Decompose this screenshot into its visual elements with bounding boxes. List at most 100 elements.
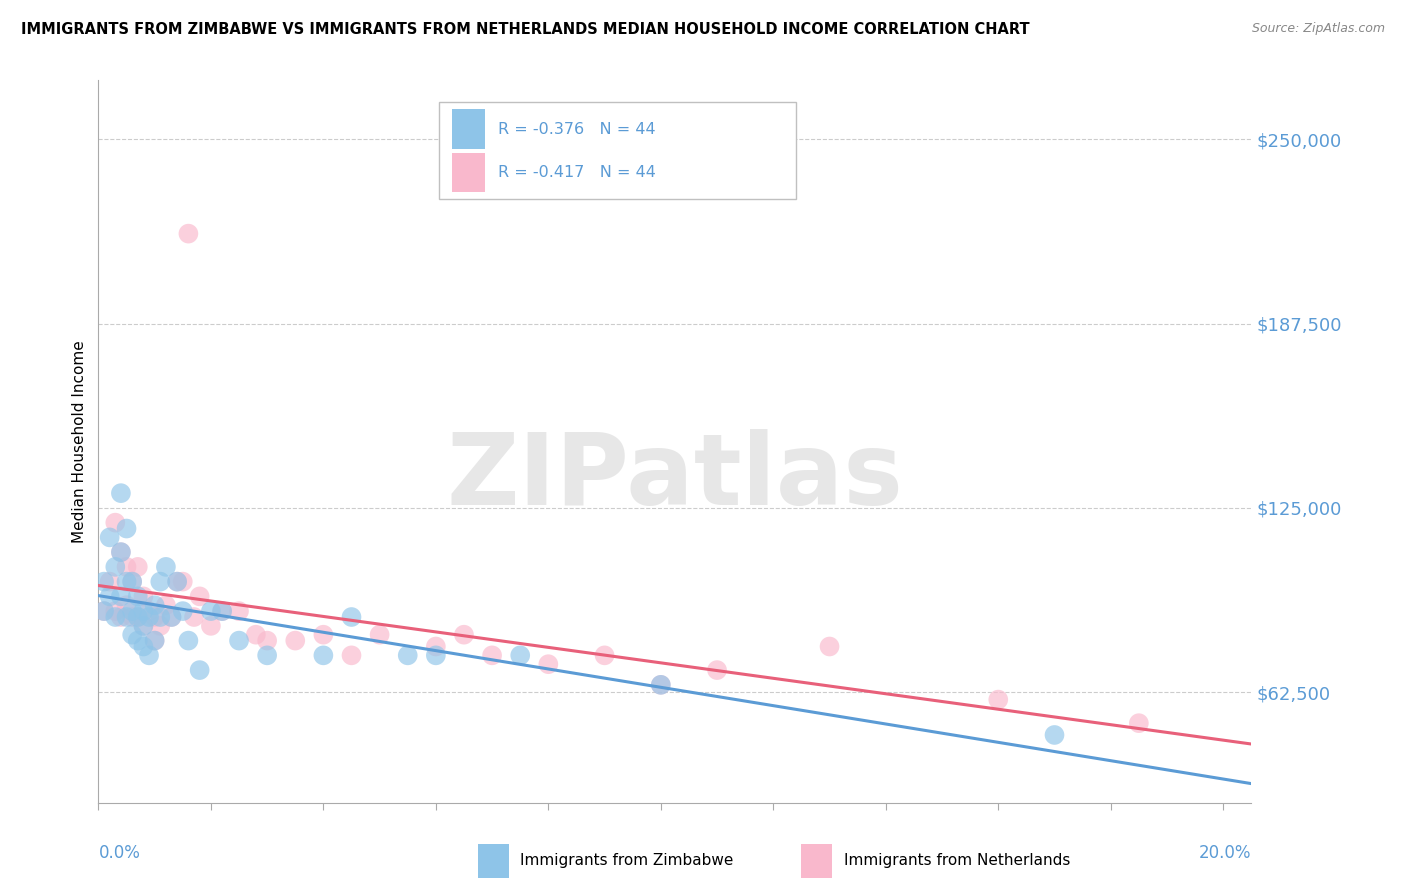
Point — [115, 560, 138, 574]
Point — [143, 598, 166, 612]
Point — [127, 633, 149, 648]
Point — [228, 633, 250, 648]
Point — [200, 619, 222, 633]
Point — [132, 619, 155, 633]
Text: 20.0%: 20.0% — [1199, 844, 1251, 862]
Point — [121, 574, 143, 589]
Point — [1128, 716, 1150, 731]
Point — [98, 530, 121, 544]
Point — [245, 628, 267, 642]
Text: Source: ZipAtlas.com: Source: ZipAtlas.com — [1251, 22, 1385, 36]
Point — [110, 545, 132, 559]
Point — [312, 648, 335, 663]
Point — [115, 574, 138, 589]
Point — [110, 545, 132, 559]
Point — [132, 590, 155, 604]
Point — [593, 648, 616, 663]
Point — [143, 633, 166, 648]
Point — [104, 560, 127, 574]
Point — [93, 604, 115, 618]
Point — [177, 633, 200, 648]
Point — [650, 678, 672, 692]
Text: R = -0.376   N = 44: R = -0.376 N = 44 — [499, 121, 657, 136]
Point — [143, 610, 166, 624]
Point — [509, 648, 531, 663]
Text: ZIPatlas: ZIPatlas — [447, 429, 903, 526]
Point — [132, 604, 155, 618]
Point — [104, 610, 127, 624]
Point — [177, 227, 200, 241]
Point — [115, 598, 138, 612]
Point — [284, 633, 307, 648]
Point — [121, 604, 143, 618]
Point — [340, 610, 363, 624]
Point — [149, 610, 172, 624]
Point — [188, 590, 211, 604]
Point — [453, 628, 475, 642]
Point — [138, 604, 160, 618]
Point — [127, 560, 149, 574]
Text: Immigrants from Netherlands: Immigrants from Netherlands — [844, 854, 1070, 868]
Point — [143, 633, 166, 648]
Point — [172, 604, 194, 618]
Point — [110, 590, 132, 604]
Point — [211, 604, 233, 618]
Point — [256, 633, 278, 648]
Point — [256, 648, 278, 663]
Point — [138, 610, 160, 624]
Point — [537, 657, 560, 672]
Point — [132, 640, 155, 654]
Point — [425, 640, 447, 654]
Point — [706, 663, 728, 677]
Y-axis label: Median Household Income: Median Household Income — [72, 340, 87, 543]
Point — [121, 574, 143, 589]
Point — [121, 628, 143, 642]
Point — [110, 486, 132, 500]
Point — [121, 610, 143, 624]
Point — [818, 640, 841, 654]
FancyBboxPatch shape — [453, 109, 485, 149]
Point — [127, 610, 149, 624]
Point — [104, 604, 127, 618]
Point — [396, 648, 419, 663]
Point — [104, 516, 127, 530]
Point — [166, 574, 188, 589]
Point — [149, 619, 172, 633]
Point — [425, 648, 447, 663]
Text: IMMIGRANTS FROM ZIMBABWE VS IMMIGRANTS FROM NETHERLANDS MEDIAN HOUSEHOLD INCOME : IMMIGRANTS FROM ZIMBABWE VS IMMIGRANTS F… — [21, 22, 1029, 37]
Point — [93, 604, 115, 618]
Point — [211, 604, 233, 618]
Text: R = -0.417   N = 44: R = -0.417 N = 44 — [499, 165, 657, 180]
Point — [987, 692, 1010, 706]
Point — [312, 628, 335, 642]
Point — [183, 610, 205, 624]
Point — [188, 663, 211, 677]
Point — [149, 574, 172, 589]
Point — [115, 522, 138, 536]
Point — [98, 574, 121, 589]
Point — [340, 648, 363, 663]
Point — [93, 574, 115, 589]
Text: 0.0%: 0.0% — [98, 844, 141, 862]
Point — [132, 619, 155, 633]
Point — [110, 610, 132, 624]
Point — [155, 560, 177, 574]
Point — [98, 590, 121, 604]
Point — [166, 574, 188, 589]
Point — [481, 648, 503, 663]
Point — [368, 628, 391, 642]
FancyBboxPatch shape — [453, 153, 485, 193]
Point — [650, 678, 672, 692]
Point — [127, 610, 149, 624]
FancyBboxPatch shape — [439, 102, 796, 200]
Point — [155, 598, 177, 612]
Text: Immigrants from Zimbabwe: Immigrants from Zimbabwe — [520, 854, 734, 868]
Point — [160, 610, 183, 624]
Point — [228, 604, 250, 618]
Point — [160, 610, 183, 624]
Point — [1043, 728, 1066, 742]
Point — [200, 604, 222, 618]
Point — [138, 648, 160, 663]
Point — [115, 610, 138, 624]
Point — [127, 590, 149, 604]
